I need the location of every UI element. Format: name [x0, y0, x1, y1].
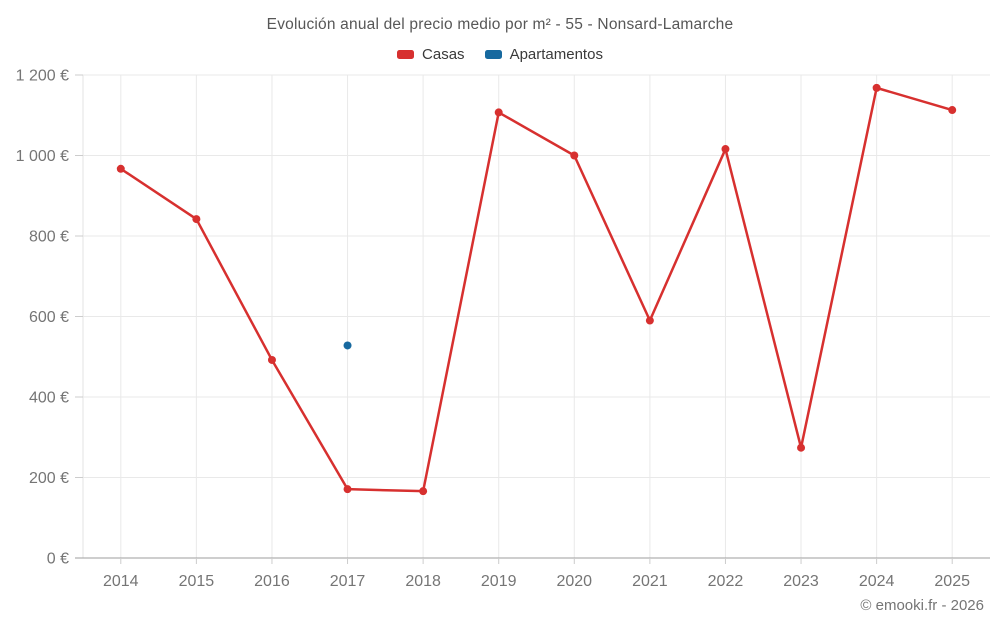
legend-label: Casas — [422, 46, 465, 63]
data-point-apartamentos-2017[interactable] — [343, 341, 352, 350]
x-axis-label: 2024 — [859, 573, 895, 590]
legend-swatch-casas — [397, 50, 415, 59]
series-line-casas — [119, 86, 954, 493]
y-axis-label: 800 € — [29, 229, 69, 246]
x-axis-label: 2015 — [179, 573, 215, 590]
data-point-casas-2025[interactable] — [948, 106, 957, 115]
y-axis-label: 1 200 € — [16, 68, 69, 85]
legend-item-apartamentos[interactable]: Apartamentos — [484, 46, 603, 63]
data-point-casas-2021[interactable] — [645, 316, 654, 325]
y-axis-label: 400 € — [29, 390, 69, 407]
legend-item-casas[interactable]: Casas — [397, 46, 465, 63]
x-axis-label: 2022 — [708, 573, 744, 590]
legend-label: Apartamentos — [509, 46, 603, 63]
x-axis-label: 2016 — [254, 573, 290, 590]
data-point-casas-2020[interactable] — [570, 151, 579, 160]
x-axis-label: 2019 — [481, 573, 517, 590]
x-axis-label: 2023 — [783, 573, 819, 590]
credit-text: © emooki.fr - 2026 — [860, 597, 984, 614]
x-axis-label: 2025 — [934, 573, 970, 590]
x-axis-label: 2021 — [632, 573, 668, 590]
x-axis-label: 2014 — [103, 573, 139, 590]
x-axis-label: 2017 — [330, 573, 366, 590]
legend: Casas Apartamentos — [0, 46, 1000, 63]
data-point-casas-2019[interactable] — [494, 108, 503, 117]
data-point-casas-2014[interactable] — [116, 164, 125, 173]
legend-swatch-apartamentos — [484, 50, 502, 59]
data-point-casas-2022[interactable] — [721, 145, 730, 154]
x-axis-label: 2020 — [556, 573, 592, 590]
data-point-casas-2024[interactable] — [872, 83, 881, 92]
data-point-casas-2015[interactable] — [192, 215, 201, 224]
data-point-casas-2016[interactable] — [267, 355, 276, 364]
data-point-casas-2017[interactable] — [343, 485, 352, 494]
data-point-casas-2018[interactable] — [419, 487, 428, 496]
chart-title: Evolución anual del precio medio por m² … — [266, 16, 734, 33]
y-axis-label: 600 € — [29, 309, 69, 326]
data-point-casas-2023[interactable] — [797, 443, 806, 452]
y-axis-label: 1 000 € — [16, 148, 69, 165]
y-axis-label: 0 € — [47, 551, 69, 568]
x-axis-label: 2018 — [405, 573, 441, 590]
y-axis-label: 200 € — [29, 470, 69, 487]
